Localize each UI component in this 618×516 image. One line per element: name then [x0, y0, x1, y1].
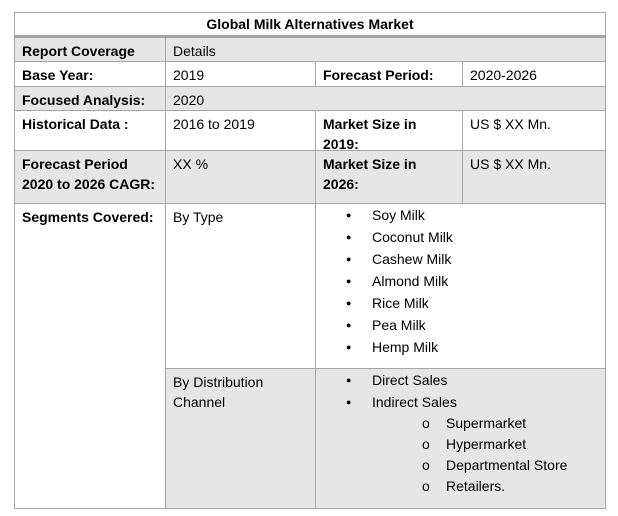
historical-data-label: Historical Data : [14, 110, 166, 151]
list-item: Direct Sales [316, 369, 605, 391]
by-type-list: Soy Milk Coconut Milk Cashew Milk Almond… [316, 204, 605, 358]
list-item: Hemp Milk [316, 336, 605, 358]
list-item: Coconut Milk [316, 226, 605, 248]
forecast-cagr-label: Forecast Period 2020 to 2026 CAGR: [14, 150, 166, 204]
forecast-cagr-value: XX % [165, 150, 316, 204]
report-coverage-value: Details [165, 37, 606, 62]
by-type-label: By Type [165, 203, 316, 369]
list-item: Cashew Milk [316, 248, 605, 270]
list-item: Departmental Store [316, 455, 605, 476]
by-type-list-cell: Soy Milk Coconut Milk Cashew Milk Almond… [315, 203, 606, 369]
market-size-2019-label: Market Size in 2019: [315, 110, 463, 152]
market-size-2019-value: US $ XX Mn. [462, 110, 606, 151]
market-size-2026-label: Market Size in 2026: [315, 150, 463, 204]
focused-analysis-label: Focused Analysis: [14, 86, 166, 111]
focused-analysis-value: 2020 [165, 86, 606, 111]
base-year-label: Base Year: [14, 61, 166, 87]
forecast-period-label: Forecast Period: [315, 61, 463, 87]
list-item: Soy Milk [316, 204, 605, 226]
list-item: Supermarket [316, 413, 605, 434]
list-item: Almond Milk [316, 270, 605, 292]
table-title: Global Milk Alternatives Market [14, 12, 606, 38]
base-year-value: 2019 [165, 61, 316, 87]
report-coverage-label: Report Coverage [14, 37, 166, 62]
historical-data-value: 2016 to 2019 [165, 110, 316, 151]
forecast-period-value: 2020-2026 [462, 61, 606, 87]
market-size-2026-value: US $ XX Mn. [462, 150, 606, 204]
list-item: Hypermarket [316, 434, 605, 455]
indirect-sub-list: Supermarket Hypermarket Departmental Sto… [316, 413, 605, 497]
segments-label: Segments Covered: [14, 203, 166, 509]
list-item: Pea Milk [316, 314, 605, 336]
list-item: Rice Milk [316, 292, 605, 314]
by-channel-list: Direct Sales Indirect Sales [316, 369, 605, 413]
list-item: Retailers. [316, 476, 605, 497]
by-channel-label: By Distribution Channel [165, 368, 316, 509]
by-channel-list-cell: Direct Sales Indirect Sales Supermarket … [315, 368, 606, 509]
list-item: Indirect Sales [316, 391, 605, 413]
